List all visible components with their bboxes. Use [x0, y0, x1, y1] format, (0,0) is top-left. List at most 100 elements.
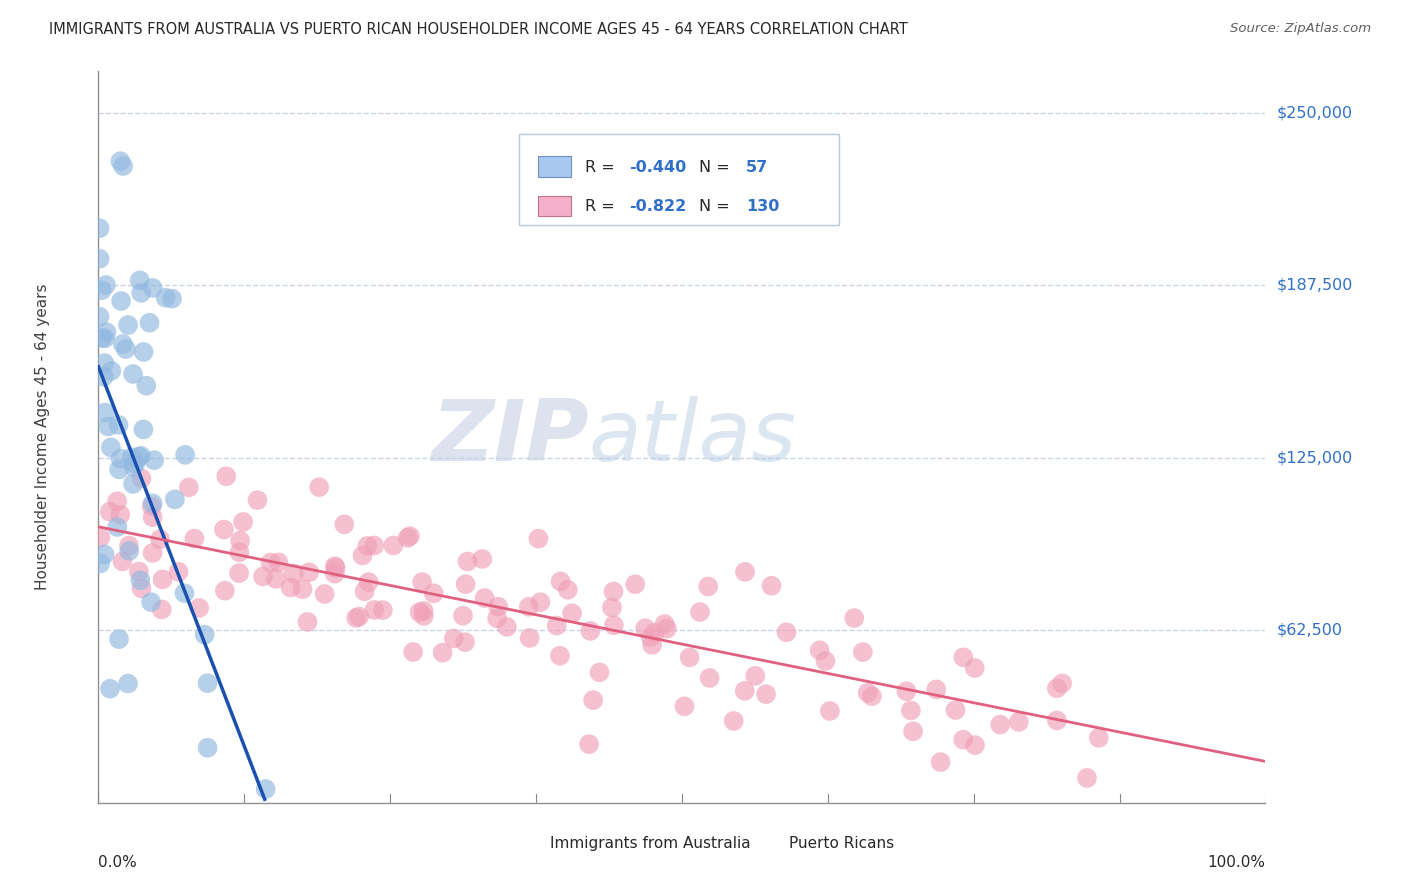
- Point: [100, 441, 122, 455]
- Point: [624, 577, 647, 591]
- Point: [308, 480, 330, 494]
- Point: [852, 645, 875, 659]
- Point: [141, 500, 163, 514]
- Point: [454, 635, 477, 649]
- Point: [325, 561, 347, 575]
- Point: [357, 575, 380, 590]
- Point: [124, 457, 146, 471]
- Point: [333, 517, 356, 532]
- Point: [163, 492, 186, 507]
- Point: [89, 221, 111, 235]
- Point: [298, 566, 321, 580]
- Point: [128, 450, 150, 464]
- Point: [689, 605, 711, 619]
- Point: [215, 469, 238, 483]
- Point: [314, 587, 336, 601]
- Point: [761, 579, 783, 593]
- Point: [1046, 714, 1069, 728]
- Point: [546, 618, 568, 632]
- Point: [856, 686, 879, 700]
- Text: N =: N =: [699, 160, 735, 175]
- Point: [582, 693, 605, 707]
- Point: [129, 574, 152, 588]
- Point: [1076, 771, 1098, 785]
- Point: [412, 604, 434, 618]
- Point: [89, 252, 111, 266]
- Point: [297, 615, 319, 629]
- FancyBboxPatch shape: [519, 134, 839, 225]
- Point: [173, 586, 195, 600]
- Point: [945, 703, 967, 717]
- Text: 100.0%: 100.0%: [1208, 855, 1265, 871]
- Point: [734, 684, 756, 698]
- Point: [451, 608, 474, 623]
- Point: [291, 582, 314, 596]
- Point: [699, 671, 721, 685]
- Point: [259, 556, 281, 570]
- Point: [114, 342, 136, 356]
- Point: [108, 462, 131, 476]
- Point: [1008, 714, 1031, 729]
- Point: [634, 621, 657, 635]
- Text: Puerto Ricans: Puerto Ricans: [789, 837, 894, 851]
- Point: [896, 684, 918, 698]
- Point: [579, 624, 602, 638]
- Point: [929, 755, 952, 769]
- Point: [110, 293, 132, 308]
- Point: [214, 583, 236, 598]
- Point: [98, 681, 121, 696]
- Point: [131, 471, 153, 485]
- Point: [264, 572, 287, 586]
- Point: [97, 419, 120, 434]
- Point: [112, 159, 135, 173]
- Point: [121, 450, 143, 465]
- Point: [267, 555, 290, 569]
- Point: [152, 573, 174, 587]
- Point: [844, 611, 866, 625]
- Point: [550, 574, 572, 589]
- Point: [963, 738, 986, 752]
- Point: [641, 638, 664, 652]
- Point: [578, 737, 600, 751]
- Point: [371, 603, 394, 617]
- Point: [117, 676, 139, 690]
- Point: [775, 625, 797, 640]
- Point: [105, 520, 128, 534]
- FancyBboxPatch shape: [538, 196, 571, 217]
- Point: [93, 369, 115, 384]
- Text: R =: R =: [585, 200, 620, 214]
- Point: [118, 544, 141, 558]
- Text: $187,500: $187,500: [1277, 277, 1353, 293]
- Point: [111, 554, 134, 568]
- Point: [142, 510, 165, 524]
- Point: [654, 617, 676, 632]
- Point: [655, 622, 678, 636]
- Point: [188, 600, 211, 615]
- FancyBboxPatch shape: [538, 156, 571, 177]
- Point: [149, 532, 172, 546]
- Point: [132, 422, 155, 436]
- Point: [197, 740, 219, 755]
- Point: [89, 310, 111, 324]
- Point: [122, 367, 145, 381]
- Text: $62,500: $62,500: [1277, 623, 1343, 638]
- Point: [280, 581, 302, 595]
- Point: [323, 559, 346, 574]
- Point: [228, 545, 250, 559]
- Point: [952, 650, 974, 665]
- Point: [91, 331, 114, 345]
- Point: [529, 595, 551, 609]
- Point: [132, 345, 155, 359]
- Point: [548, 648, 571, 663]
- Point: [988, 717, 1011, 731]
- Point: [363, 539, 385, 553]
- Point: [925, 682, 948, 697]
- Point: [128, 565, 150, 579]
- Point: [129, 285, 152, 300]
- Point: [471, 552, 494, 566]
- Point: [129, 449, 152, 463]
- Point: [744, 669, 766, 683]
- Point: [600, 600, 623, 615]
- Point: [678, 650, 700, 665]
- Point: [457, 554, 479, 568]
